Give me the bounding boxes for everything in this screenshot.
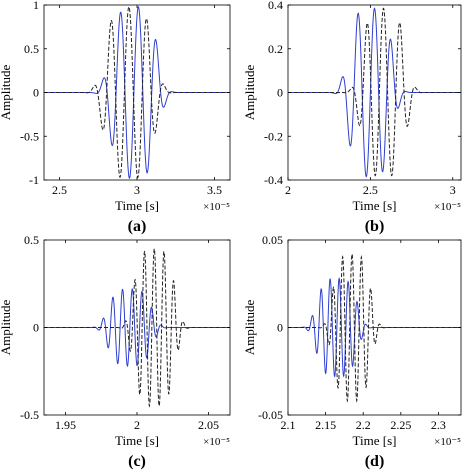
y-tick-label: 0 — [33, 321, 39, 335]
y-axis-label: Amplitude — [0, 64, 13, 120]
x-tick-label: 2.2 — [356, 418, 371, 432]
y-tick-label: -0.4 — [264, 173, 283, 187]
panel-label: (a) — [128, 218, 147, 235]
y-tick-label: 0.5 — [24, 233, 39, 247]
y-tick-label: -1 — [29, 173, 39, 187]
x-tick-label: 2.1 — [281, 418, 296, 432]
x-axis-label: Time [s] — [353, 198, 397, 213]
x-tick-label: 2.5 — [363, 183, 378, 197]
y-axis-label: Amplitude — [242, 299, 257, 355]
y-tick-label: 0 — [277, 321, 283, 335]
x-exponent-label: ×10⁻⁵ — [203, 201, 230, 213]
x-tick-label: 3 — [134, 183, 140, 197]
x-tick-label: 2 — [134, 418, 140, 432]
panel-label: (d) — [365, 453, 385, 470]
x-exponent-label: ×10⁻⁵ — [434, 201, 461, 213]
x-tick-label: 1.95 — [55, 418, 76, 432]
series-dashed-line — [44, 248, 230, 408]
y-tick-label: -0.5 — [20, 408, 39, 422]
y-tick-label: 0 — [33, 86, 39, 100]
y-tick-label: 0 — [277, 86, 283, 100]
y-tick-label: 0.4 — [268, 0, 283, 12]
panel-label: (c) — [128, 453, 146, 470]
x-tick-label: 2 — [285, 183, 291, 197]
y-tick-label: 1 — [33, 0, 39, 12]
y-tick-label: -0.05 — [258, 408, 283, 422]
y-axis-label: Amplitude — [242, 64, 257, 120]
series-dashed-line — [288, 7, 461, 177]
panel-c: 1.95 2 2.05 -0.5 0 0.5 Time [s] Amplitude ×10⁻⁵ (… — [0, 233, 231, 470]
x-axis-label: Time [s] — [115, 433, 159, 448]
panel-label: (b) — [365, 218, 385, 235]
x-tick-label: 2.3 — [431, 418, 446, 432]
x-exponent-label: ×10⁻⁵ — [434, 436, 461, 448]
x-tick-label: 2.15 — [315, 418, 336, 432]
y-tick-label: -0.5 — [20, 129, 39, 143]
y-axis-label: Amplitude — [0, 299, 13, 355]
panel-b: 2 2.5 3 -0.4 -0.2 0 0.2 0.4 Time [s] Amplitude ×10… — [242, 0, 462, 235]
x-exponent-label: ×10⁻⁵ — [203, 436, 230, 448]
x-tick-label: 2.25 — [390, 418, 411, 432]
x-tick-label: 3.5 — [207, 183, 222, 197]
x-tick-label: 2.05 — [198, 418, 219, 432]
y-tick-label: 0.05 — [262, 233, 283, 247]
x-tick-label: 2.5 — [52, 183, 67, 197]
y-tick-label: 0.2 — [268, 42, 283, 56]
series-dashed-line — [288, 252, 461, 403]
y-tick-label: 0.5 — [24, 42, 39, 56]
x-tick-label: 3 — [450, 183, 456, 197]
series-dashed-line — [44, 6, 230, 179]
y-tick-label: -0.2 — [264, 129, 283, 143]
x-axis-label: Time [s] — [115, 198, 159, 213]
panel-d: 2.1 2.15 2.2 2.25 2.3 -0.05 0 0.05 Time [s] Ampli… — [242, 233, 462, 470]
panel-a: 2.5 3 3.5 -1 -0.5 0 0.5 1 Time [s] Amplitude ×10⁻⁵… — [0, 0, 231, 235]
x-axis-label: Time [s] — [353, 433, 397, 448]
